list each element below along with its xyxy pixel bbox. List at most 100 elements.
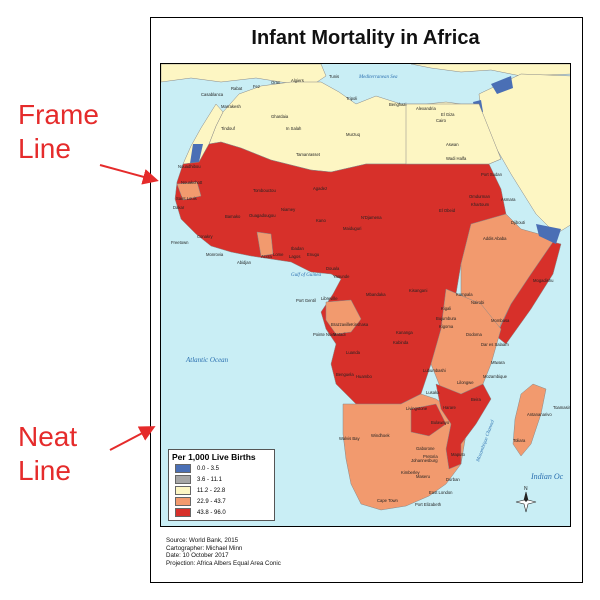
city-label: Nouakchott	[181, 180, 203, 185]
city-label: Omdurman	[469, 194, 491, 199]
zimbabwe-red	[410, 403, 447, 437]
city-label: Enugu	[307, 252, 320, 257]
gulf-guinea-label: Gulf of Guinea	[291, 273, 321, 278]
city-label: Pointe Noire	[313, 332, 337, 337]
city-label: Algiers	[291, 78, 304, 83]
city-label: Port Sudan	[481, 172, 503, 177]
city-label: Aswan	[446, 142, 459, 147]
neat-line	[150, 17, 583, 583]
frameLabel-line-0: Frame	[18, 99, 99, 130]
city-label: Lome	[273, 252, 284, 257]
yemen-blue	[536, 224, 561, 244]
legend-label: 11.2 - 22.8	[197, 487, 226, 494]
city-label: Abidjan	[237, 260, 252, 265]
legend-rows: 0.0 - 3.5 3.6 - 11.1 11.2 - 22.8 22.9 - 43.…	[169, 463, 274, 518]
city-label: Mogadishu	[533, 278, 554, 283]
city-label: Durban	[446, 477, 460, 482]
city-label: Djibouti	[511, 220, 525, 225]
metadata-line: Source: World Bank, 2015	[166, 537, 239, 544]
city-label: Mombasa	[491, 318, 510, 323]
africa-map: Casablanca Rabat Fez Oran Algiers Tunis Tripol…	[161, 64, 570, 513]
senegal-orange	[176, 181, 202, 201]
city-label: Rabat	[231, 86, 243, 91]
city-label: Nouadhibou	[178, 164, 201, 169]
europe-land	[161, 64, 327, 87]
city-label: El Obeid	[439, 208, 456, 213]
atlantic-label: Atlantic Ocean	[185, 356, 229, 364]
city-label: Lagos	[289, 254, 300, 259]
city-label: Tamanrasset	[296, 152, 321, 157]
city-label: Nairobi	[471, 300, 484, 305]
frameLabel-line-1: Line	[18, 133, 71, 164]
legend-row: 0.0 - 3.5	[169, 463, 274, 474]
neatLabel-line-0: Neat	[18, 421, 78, 452]
city-label: Kisangani	[409, 288, 427, 293]
city-label: Kimberley	[401, 470, 421, 475]
city-label: Livingstone	[406, 406, 428, 411]
mediterranean-label: Mediterranean Sea	[358, 75, 398, 80]
neatLabel-line-1: Line	[18, 455, 71, 486]
frame-arrow	[99, 164, 159, 185]
city-label: Gaborone	[416, 446, 435, 451]
city-label: Saint Louis	[176, 196, 197, 201]
city-label: Lubumbashi	[423, 368, 446, 373]
city-label: Addis Ababa	[483, 236, 507, 241]
map-frame: Casablanca Rabat Fez Oran Algiers Tunis Tripol…	[160, 63, 571, 527]
north-arrow-icon: N	[515, 486, 537, 513]
city-labels: Casablanca Rabat Fez Oran Algiers Tunis Tripol…	[171, 74, 570, 507]
city-label: Oran	[271, 80, 281, 85]
legend-title: Per 1,000 Live Births	[172, 452, 256, 462]
map-metadata: Source: World Bank, 2015 Cartographer: Mi…	[166, 537, 281, 567]
city-label: Pretoria	[423, 454, 438, 459]
madagascar-orange	[512, 383, 547, 457]
city-label: Agadez	[313, 186, 327, 191]
city-label: Ibadan	[291, 246, 304, 251]
city-label: Huambo	[356, 374, 372, 379]
ghana-orange	[256, 231, 274, 257]
city-label: Matadi	[333, 332, 346, 337]
city-label: Antananarivo	[527, 412, 552, 417]
city-label: Yaounde	[333, 274, 350, 279]
legend-swatch	[175, 464, 191, 473]
city-label: Niamey	[281, 207, 296, 212]
city-label: Brazzaville	[331, 322, 352, 327]
city-label: Dar es Salaam	[481, 342, 509, 347]
city-label: Maputo	[451, 452, 466, 457]
city-label: Johannesburg	[411, 458, 438, 463]
city-label: Kigali	[441, 306, 451, 311]
city-label: Mozambique	[483, 374, 508, 379]
city-label: Conakry	[197, 234, 213, 239]
city-label: Port Elizabeth	[415, 502, 442, 507]
legend-label: 0.0 - 3.5	[197, 465, 220, 472]
city-label: Bulawayo	[431, 420, 450, 425]
city-label: Windhoek	[371, 433, 391, 438]
city-label: Tunis	[329, 74, 339, 79]
city-label: Walvis Bay	[339, 436, 360, 441]
europe-land-east	[410, 64, 570, 77]
frame-line-label: Frame Line	[18, 98, 99, 166]
city-label: Harare	[443, 405, 456, 410]
city-label: Dodoma	[466, 332, 482, 337]
city-label: Benghazi	[389, 102, 407, 107]
city-label: Kananga	[396, 330, 413, 335]
city-label: Lilongwe	[457, 380, 474, 385]
city-label: Port Gentil	[296, 298, 316, 303]
legend-label: 43.8 - 96.0	[197, 509, 226, 516]
city-label: El Giza	[441, 112, 455, 117]
city-label: Kano	[316, 218, 326, 223]
city-label: Freetown	[171, 240, 189, 245]
city-label: Beira	[471, 397, 481, 402]
map-title: Infant Mortality in Africa	[251, 27, 480, 49]
metadata-line: Date: 10 October 2017	[166, 552, 229, 559]
city-label: Cape Town	[377, 498, 399, 503]
city-label: Dakar	[173, 205, 185, 210]
city-label: Toliara	[513, 438, 526, 443]
legend: Per 1,000 Live Births 0.0 - 3.5 3.6 - 11.…	[168, 449, 275, 521]
legend-label: 22.9 - 43.7	[197, 498, 226, 505]
city-label: N'Djamena	[361, 215, 382, 220]
city-label: Tombouctou	[253, 188, 276, 193]
neat-arrow	[109, 426, 156, 451]
city-label: Casablanca	[201, 92, 224, 97]
legend-swatch	[175, 497, 191, 506]
city-label: Bujumbura	[436, 316, 457, 321]
